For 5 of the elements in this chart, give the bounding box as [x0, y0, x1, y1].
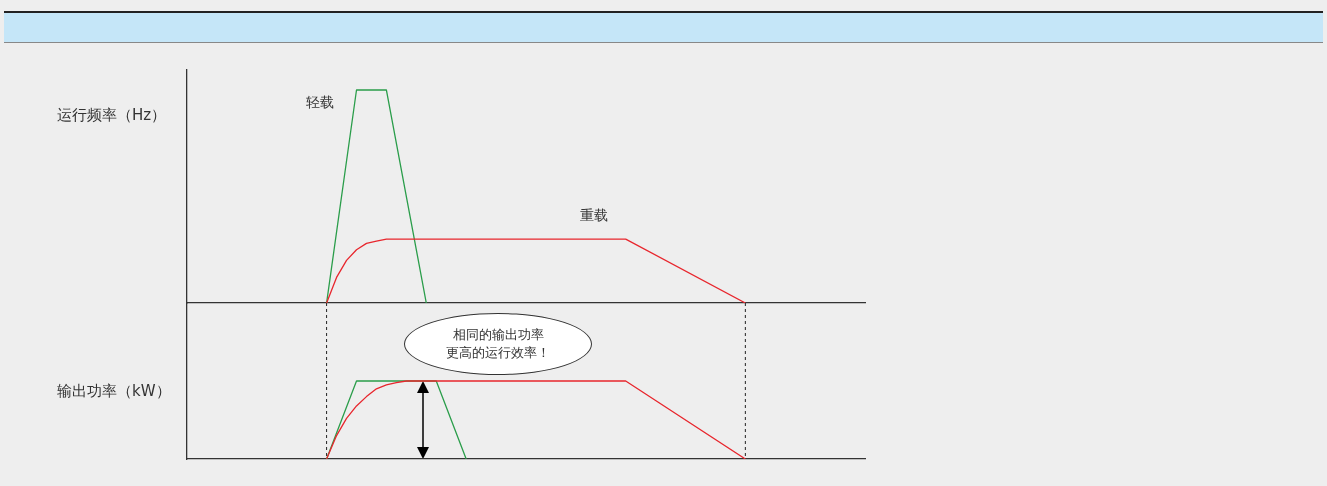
- ellipse-callout: 相同的输出功率 更高的运行效率！: [404, 313, 592, 375]
- series-label: 重载: [579, 206, 608, 223]
- y-axis-title: 输出功率（kW）: [57, 382, 171, 401]
- y-axis-title: 运行频率（Hz）: [57, 106, 167, 125]
- series-label: 轻载: [305, 93, 334, 110]
